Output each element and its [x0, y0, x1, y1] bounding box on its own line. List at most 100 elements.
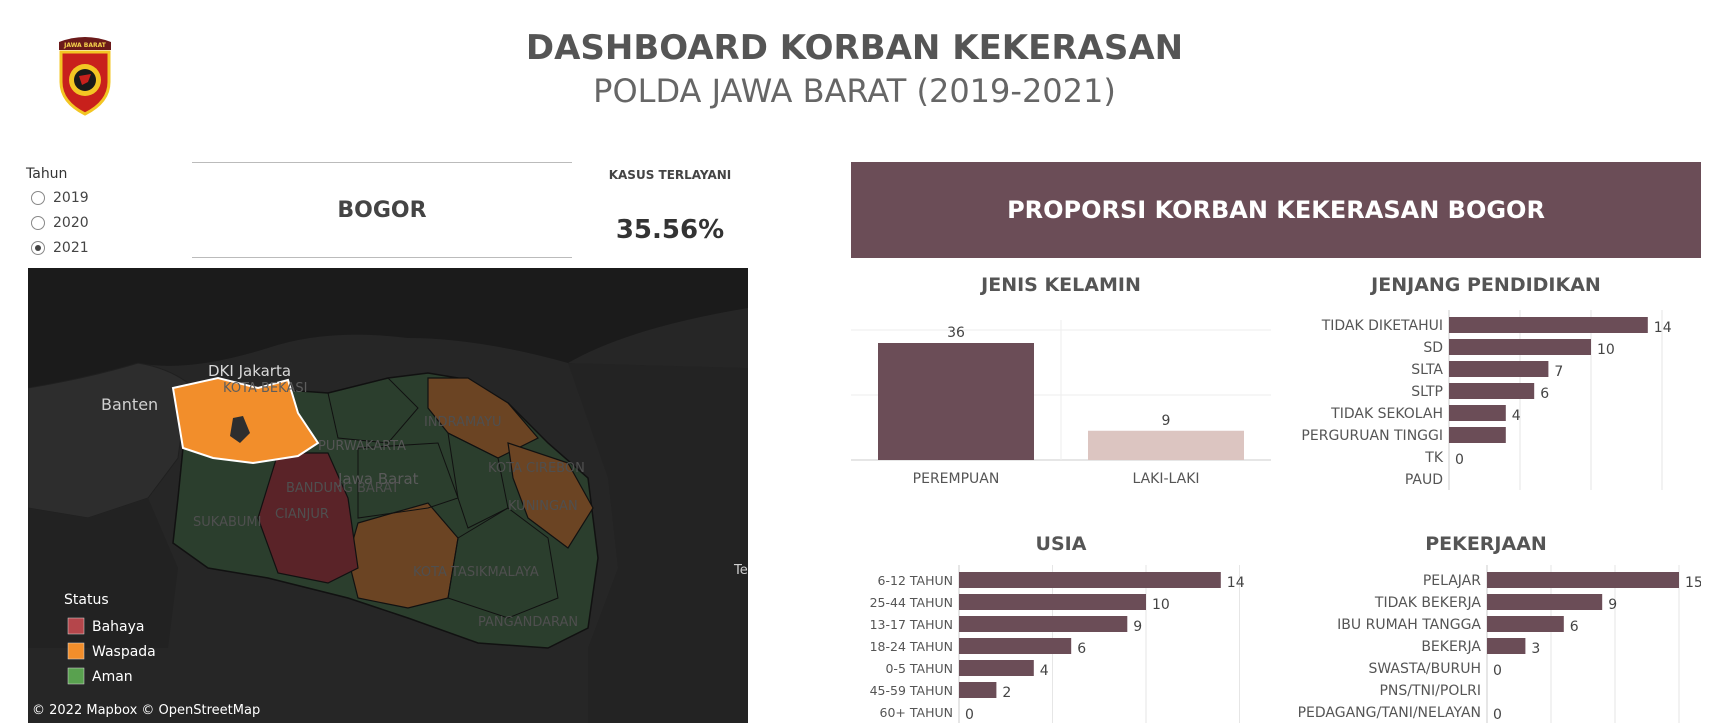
data-label: 4 [1040, 663, 1049, 679]
chart-jenjang-pendidikan: TIDAK DIKETAHUI 14 SD 10 SLTA 7 SLTP 6 TIDAK SEK… [1301, 310, 1672, 490]
data-label: 9 [1162, 413, 1171, 429]
bar [959, 682, 997, 698]
data-label: 0 [965, 707, 974, 723]
year-option-label: 2019 [53, 190, 89, 206]
radio-icon[interactable] [31, 216, 45, 230]
legend-swatch-aman [67, 667, 85, 685]
map-label: INDRAMAYU [424, 415, 502, 430]
category-label: 6-12 TAHUN [878, 573, 953, 588]
category-label: IBU RUMAH TANGGA [1337, 617, 1481, 633]
category-label: TK [1424, 450, 1444, 466]
radio-icon[interactable] [31, 191, 45, 205]
data-label: 9 [1133, 619, 1142, 635]
bar [959, 594, 1146, 610]
map-label: Jawa Barat [337, 470, 419, 488]
bar [959, 638, 1072, 654]
map-label: KUNINGAN [508, 499, 578, 514]
radio-selected-icon[interactable] [31, 241, 45, 255]
category-label: TIDAK DIKETAHUI [1321, 318, 1443, 334]
bar [1449, 383, 1535, 399]
year-option-2019[interactable]: 2019 [31, 190, 89, 206]
chart-title-jenjang-pendidikan: JENJANG PENDIDIKAN [1371, 274, 1601, 296]
year-option-2020[interactable]: 2020 [31, 215, 89, 231]
category-label: TIDAK BEKERJA [1374, 595, 1482, 611]
polda-logo: JAWA BARAT [59, 37, 111, 116]
data-label: 15 [1685, 575, 1701, 591]
category-label: PELAJAR [1423, 573, 1481, 589]
map-label: Te [733, 563, 748, 578]
map-attribution: © 2022 Mapbox © OpenStreetMap [32, 703, 260, 718]
data-label: 6 [1540, 386, 1549, 402]
legend-label: Waspada [92, 644, 156, 660]
map-label: KOTA CIREBON [488, 461, 585, 476]
chart-title-pekerjaan: PEKERJAAN [1425, 533, 1547, 555]
region-map[interactable]: DKI Jakarta KOTA BEKASI Banten INDRAMAYU… [28, 268, 748, 723]
map-label: BANDUNG BARAT [286, 481, 399, 496]
kasus-label: KASUS TERLAYANI [608, 168, 732, 182]
category-label: 45-59 TAHUN [870, 683, 953, 698]
bar [1487, 572, 1679, 588]
legend-title: Status [64, 592, 109, 608]
category-label: PERGURUAN TINGGI [1301, 428, 1443, 444]
category-label: 13-17 TAHUN [870, 617, 953, 632]
category-label: 0-5 TAHUN [885, 661, 953, 676]
map-label: KOTA TASIKMALAYA [413, 565, 539, 580]
data-label: 0 [1455, 452, 1464, 468]
category-label: PEDAGANG/TANI/NELAYAN [1298, 705, 1481, 721]
divider [192, 162, 572, 163]
legend-swatch-bahaya [67, 617, 85, 635]
data-label: 6 [1570, 619, 1579, 635]
data-label: 14 [1227, 575, 1245, 591]
map-label: CIANJUR [275, 507, 329, 522]
divider [192, 257, 572, 258]
data-label: 14 [1654, 320, 1672, 336]
bar [1088, 430, 1244, 460]
bar [1449, 405, 1506, 421]
chart-pekerjaan: PELAJAR 15 TIDAK BEKERJA 9 IBU RUMAH TANGGA 6… [1298, 565, 1701, 723]
panel-title: PROPORSI KORBAN KEKERASAN BOGOR [1007, 196, 1545, 224]
bar [1449, 317, 1648, 333]
data-label: 0 [1493, 707, 1502, 723]
page-title: DASHBOARD KORBAN KEKERASAN [525, 28, 1184, 68]
panel-banner: PROPORSI KORBAN KEKERASAN BOGOR [851, 162, 1701, 258]
map-label: SUKABUMI [193, 515, 261, 530]
year-option-2021[interactable]: 2021 [31, 240, 89, 256]
legend-swatch-waspada [67, 642, 85, 660]
bar [1487, 616, 1564, 632]
bar [1449, 361, 1549, 377]
data-label: 10 [1152, 597, 1170, 613]
data-label: 7 [1554, 364, 1563, 380]
data-label: 0 [1493, 663, 1502, 679]
bar [1449, 339, 1591, 355]
kasus-value: 35.56% [615, 215, 725, 245]
category-label: PNS/TNI/POLRI [1379, 683, 1481, 699]
chart-title-usia: USIA [1035, 533, 1087, 555]
legend-label: Aman [92, 669, 133, 685]
category-label: PAUD [1405, 472, 1443, 488]
category-label: LAKI-LAKI [1132, 471, 1199, 487]
bar [959, 572, 1221, 588]
category-label: TIDAK SEKOLAH [1330, 406, 1443, 422]
chart-title-jenis-kelamin: JENIS KELAMIN [981, 274, 1141, 296]
bar [878, 343, 1034, 460]
category-label: 60+ TAHUN [880, 705, 953, 720]
data-label: 2 [1002, 685, 1011, 701]
data-label: 3 [1531, 641, 1540, 657]
map-label: PURWAKARTA [318, 439, 406, 454]
chart-jenis-kelamin: 36 PEREMPUAN 9 LAKI-LAKI [851, 320, 1271, 487]
bar [959, 660, 1034, 676]
data-label: 9 [1608, 597, 1617, 613]
category-label: BEKERJA [1421, 639, 1481, 655]
map-label: DKI Jakarta [208, 362, 291, 380]
year-filter-label: Tahun [26, 166, 68, 182]
year-option-label: 2021 [53, 240, 89, 256]
category-label: SLTA [1411, 362, 1443, 378]
year-option-label: 2020 [53, 215, 89, 231]
map-label: KOTA BEKASI [223, 381, 307, 396]
category-label: SLTP [1411, 384, 1443, 400]
category-label: 25-44 TAHUN [870, 595, 953, 610]
selected-region: BOGOR [337, 198, 427, 223]
data-label: 6 [1077, 641, 1086, 657]
category-label: SWASTA/BURUH [1368, 661, 1481, 677]
data-label: 36 [947, 325, 965, 341]
